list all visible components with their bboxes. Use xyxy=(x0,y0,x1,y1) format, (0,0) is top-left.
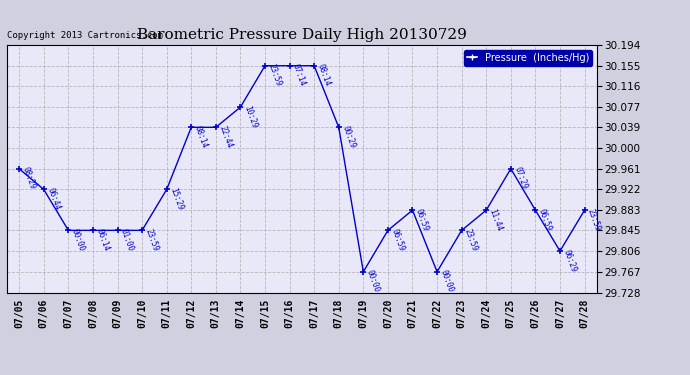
Text: 08:14: 08:14 xyxy=(315,63,332,88)
Text: 23:59: 23:59 xyxy=(266,63,283,88)
Text: 23:59: 23:59 xyxy=(586,207,602,232)
Title: Barometric Pressure Daily High 20130729: Barometric Pressure Daily High 20130729 xyxy=(137,28,467,42)
Text: 07:14: 07:14 xyxy=(291,63,307,88)
Text: 06:59: 06:59 xyxy=(414,207,431,232)
Text: 08:14: 08:14 xyxy=(193,124,209,149)
Text: 01:00: 01:00 xyxy=(119,228,135,252)
Text: 23:59: 23:59 xyxy=(144,228,160,252)
Text: 06:59: 06:59 xyxy=(389,228,406,252)
Text: 06:14: 06:14 xyxy=(95,228,110,252)
Legend: Pressure  (Inches/Hg): Pressure (Inches/Hg) xyxy=(464,50,592,66)
Text: 00:00: 00:00 xyxy=(70,228,86,252)
Text: 07:29: 07:29 xyxy=(512,166,529,191)
Text: 06:29: 06:29 xyxy=(562,248,578,273)
Text: 15:29: 15:29 xyxy=(168,187,184,211)
Text: 00:00: 00:00 xyxy=(438,269,455,294)
Text: 00:29: 00:29 xyxy=(340,124,357,149)
Text: 23:59: 23:59 xyxy=(463,228,480,252)
Text: 10:29: 10:29 xyxy=(241,104,258,129)
Text: 11:44: 11:44 xyxy=(488,207,504,232)
Text: 06:44: 06:44 xyxy=(45,187,61,211)
Text: 00:00: 00:00 xyxy=(365,269,381,294)
Text: 08:29: 08:29 xyxy=(21,166,37,191)
Text: Copyright 2013 Cartronics.com: Copyright 2013 Cartronics.com xyxy=(7,30,163,39)
Text: 22:44: 22:44 xyxy=(217,124,234,149)
Text: 06:59: 06:59 xyxy=(537,207,553,232)
